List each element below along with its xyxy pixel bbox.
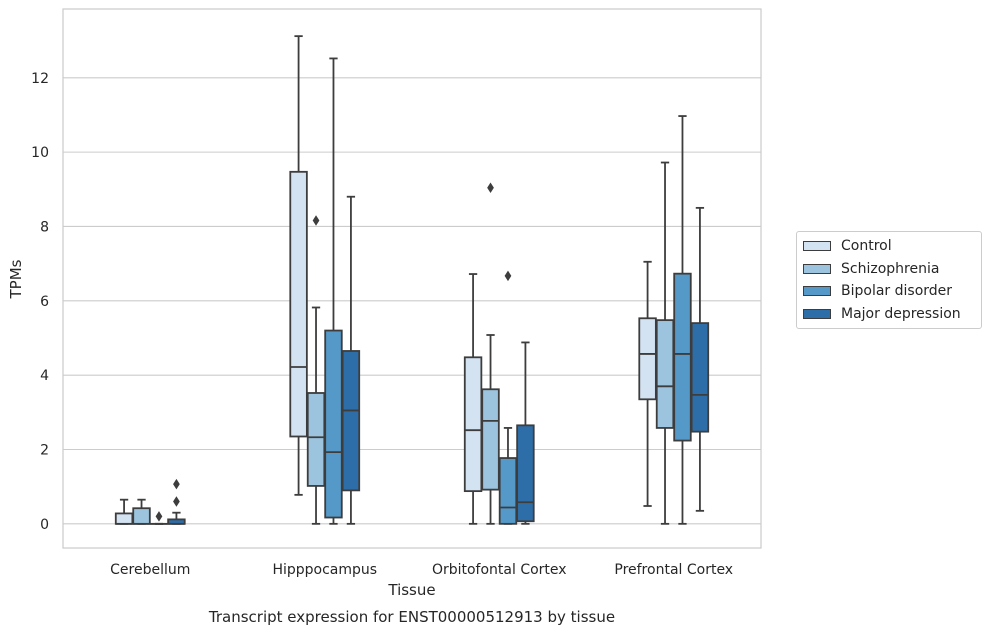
box-control (463, 273, 483, 525)
iqr-box (655, 319, 675, 429)
box-schizophrenia (132, 498, 151, 525)
y-tick-label: 6 (40, 294, 49, 310)
box-bipolar-disorder (673, 115, 692, 525)
legend-label: Schizophrenia (841, 260, 940, 277)
legend: Control Schizophrenia Bipolar disorder Majo… (796, 231, 982, 329)
legend-swatch (803, 286, 831, 297)
y-tick-label: 10 (31, 145, 49, 161)
iqr-box (289, 170, 308, 438)
plot-area (63, 9, 761, 548)
outlier-point (487, 182, 494, 194)
iqr-box (324, 329, 343, 519)
box-major-depression (516, 341, 535, 525)
legend-label: Major depression (841, 305, 961, 322)
iqr-box (516, 424, 535, 523)
iqr-box (638, 317, 657, 401)
iqr-box (481, 388, 500, 491)
box-bipolar-disorder (324, 57, 343, 525)
iqr-box (341, 350, 361, 492)
iqr-box (690, 322, 710, 433)
y-tick-label: 8 (40, 219, 49, 235)
legend-item: Schizophrenia (797, 258, 981, 281)
iqr-box (498, 457, 518, 525)
legend-label: Control (841, 238, 892, 255)
x-tick-label: Orbitofontal Cortex (432, 562, 567, 578)
iqr-box (132, 507, 151, 525)
x-tick-label: Prefrontal Cortex (614, 562, 733, 578)
iqr-box (306, 392, 326, 487)
box-major-depression (167, 478, 186, 525)
legend-swatch (803, 241, 831, 252)
box-schizophrenia (481, 182, 500, 525)
box-major-depression (690, 206, 710, 512)
box-control (289, 35, 308, 496)
y-tick-labels: 0 2 4 6 8 10 12 (31, 71, 49, 533)
legend-label: Bipolar disorder (841, 283, 953, 300)
y-tick-label: 2 (40, 442, 49, 458)
outlier-point (155, 511, 163, 522)
box-bipolar-disorder (498, 270, 518, 525)
legend-swatch (803, 263, 831, 274)
chart-title: Transcript expression for ENST0000051291… (208, 608, 615, 626)
box-control (114, 498, 134, 525)
outlier-point (312, 215, 320, 226)
y-tick-label: 4 (40, 368, 49, 384)
box-groups (114, 35, 710, 525)
legend-item: Control (797, 235, 981, 258)
iqr-box (673, 272, 692, 442)
box-major-depression (341, 195, 361, 525)
legend-item: Bipolar disorder (797, 280, 981, 303)
x-axis-label: Tissue (387, 581, 435, 599)
outlier-point (173, 478, 180, 490)
y-axis-label: TPMs (7, 259, 25, 299)
legend-item: Major depression (797, 303, 981, 326)
outlier-point (504, 270, 512, 282)
x-tick-labels: Cerebellum Hipppocampus Orbitofontal Corte… (110, 562, 733, 578)
box-schizophrenia (306, 215, 326, 525)
plot-frame (62, 8, 762, 549)
legend-swatch (803, 308, 831, 319)
y-tick-label: 0 (40, 517, 49, 533)
outlier-point (173, 496, 180, 507)
box-schizophrenia (655, 161, 675, 525)
iqr-box (463, 356, 483, 493)
x-tick-label: Cerebellum (110, 562, 190, 578)
y-tick-label: 12 (31, 71, 49, 87)
iqr-box (114, 512, 134, 525)
x-tick-label: Hipppocampus (272, 562, 377, 578)
box-bipolar-disorder (149, 511, 169, 525)
